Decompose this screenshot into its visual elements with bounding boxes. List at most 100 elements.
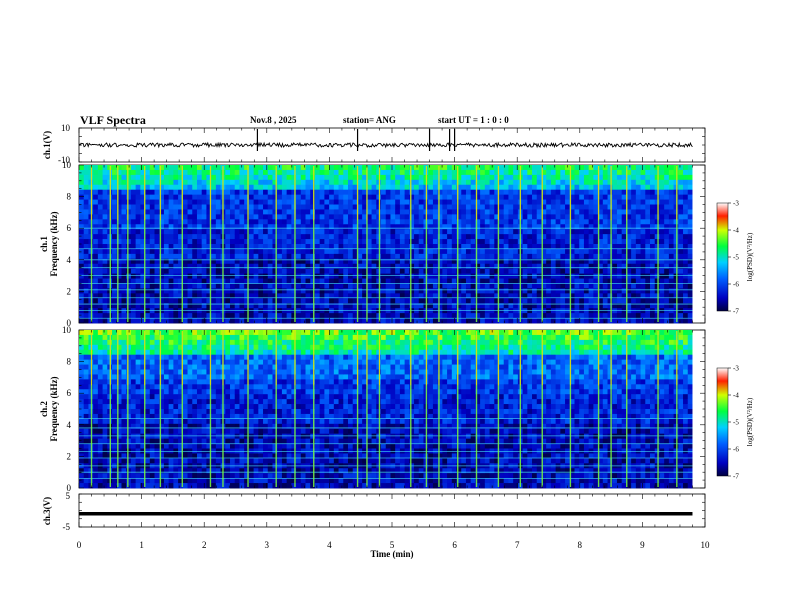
spectrogram-cell [522, 288, 528, 294]
spectrogram-cell [480, 194, 486, 200]
spectrogram-cell [399, 248, 406, 255]
spectrogram-cell [598, 318, 604, 324]
spectrogram-cell [130, 253, 137, 260]
spectrogram-cell [225, 278, 231, 284]
spectrogram-cell [102, 394, 108, 400]
spectrogram-cell [475, 204, 481, 210]
spectrogram-cell [640, 219, 646, 225]
spectrogram-cell [522, 239, 528, 245]
spectrogram-cell [305, 209, 311, 215]
spectrogram-cell [347, 298, 354, 304]
spectrogram-cell [470, 303, 476, 309]
spectrogram-cell [79, 483, 85, 489]
spectrogram-cell [357, 239, 363, 245]
spectrogram-cell [324, 214, 330, 220]
spectrogram-cell [93, 478, 99, 484]
spectrogram-cell [173, 303, 179, 309]
spectrogram-cell [385, 214, 391, 220]
spectrogram-cell [168, 404, 174, 410]
spectrogram-cell [234, 313, 240, 319]
spectrogram-cell [248, 283, 255, 289]
spectrogram-cell [418, 239, 424, 245]
spectrogram-cell [499, 318, 505, 324]
spectrogram-cell [201, 308, 207, 314]
spectrogram-cell [154, 453, 160, 459]
spectrogram-cell [225, 303, 231, 309]
spectrogram-cell [215, 278, 221, 284]
spectrogram-cell [234, 303, 240, 309]
spectrogram-cell [192, 288, 198, 294]
spectrogram-cell [178, 165, 184, 171]
spectrogram-cell [442, 194, 448, 200]
spectrogram-cell [362, 204, 368, 210]
spectrogram-cell [659, 179, 665, 186]
spectrogram-cell [484, 253, 490, 260]
spectrogram-cell [244, 189, 250, 196]
spectrogram-cell [432, 214, 439, 220]
spectrogram-cell [659, 229, 665, 235]
spectrogram-cell [461, 224, 467, 230]
spectrogram-cell [489, 194, 495, 200]
spectrogram-cell [569, 318, 575, 324]
spectrogram-cell [484, 268, 490, 275]
spectrogram-cell [79, 404, 85, 410]
spectrogram-cell [668, 184, 674, 191]
spectrogram-cell [404, 214, 410, 220]
spectrogram-cell [116, 253, 122, 260]
spectrogram-cell [187, 369, 193, 375]
spectrogram-cell [253, 303, 259, 309]
spectrogram-cell [121, 179, 127, 186]
spectrogram-cell [550, 234, 557, 240]
spectrogram-cell [451, 293, 457, 299]
spectrogram-cell [272, 244, 278, 250]
spectrogram-cell [612, 283, 618, 289]
spectrogram-cell [470, 174, 476, 181]
spectrogram-cell [310, 169, 316, 176]
spectrogram-cell [499, 214, 505, 220]
spectrogram-cell [196, 229, 203, 235]
spectrogram-cell [447, 263, 453, 270]
spectrogram-cell [678, 174, 684, 181]
spectrogram-cell [211, 313, 217, 319]
spectrogram-cell [541, 293, 547, 299]
spectrogram-cell [550, 224, 557, 230]
spectrogram-cell [560, 288, 566, 294]
spectrogram-cell [612, 263, 618, 270]
spectrogram-cell [489, 313, 495, 319]
spectrogram-cell [163, 364, 170, 370]
spectrogram-cell [621, 248, 627, 255]
spectrogram-cell [206, 308, 212, 314]
spectrogram-cell [121, 413, 127, 420]
spectrogram-cell [173, 468, 179, 474]
spectrogram-cell [112, 374, 118, 380]
spectrogram-cell [215, 199, 221, 205]
spectrogram-cell [343, 204, 349, 210]
spectrogram-cell [248, 189, 255, 196]
spectrogram-cell [253, 169, 259, 176]
spectrogram-cell [522, 318, 528, 324]
spectrogram-cell [546, 308, 552, 314]
spectrogram-cell [366, 169, 372, 176]
spectrogram-cell [192, 248, 198, 255]
spectrogram-cell [456, 248, 462, 255]
spectrogram-cell [300, 253, 306, 260]
spectrogram-cell [112, 248, 118, 255]
spectrogram-cell [329, 184, 335, 191]
spectrogram-cell [126, 234, 132, 240]
spectrogram-cell [248, 288, 255, 294]
spectrogram-cell [93, 268, 99, 275]
spectrogram-cell [494, 293, 500, 299]
spectrogram-cell [550, 293, 557, 299]
spectrogram-cell [640, 288, 646, 294]
spectrogram-cell [187, 293, 193, 299]
spectrogram-cell [583, 308, 590, 314]
spectrogram-cell [121, 169, 127, 176]
spectrogram-cell [494, 194, 500, 200]
spectrogram-cell [475, 224, 481, 230]
spectrogram-cell [687, 179, 693, 186]
spectrogram-cell [112, 308, 118, 314]
spectrogram-cell [272, 303, 278, 309]
spectrogram-cell [607, 278, 613, 284]
spectrogram-cell [583, 189, 590, 196]
spectrogram-cell [456, 194, 462, 200]
